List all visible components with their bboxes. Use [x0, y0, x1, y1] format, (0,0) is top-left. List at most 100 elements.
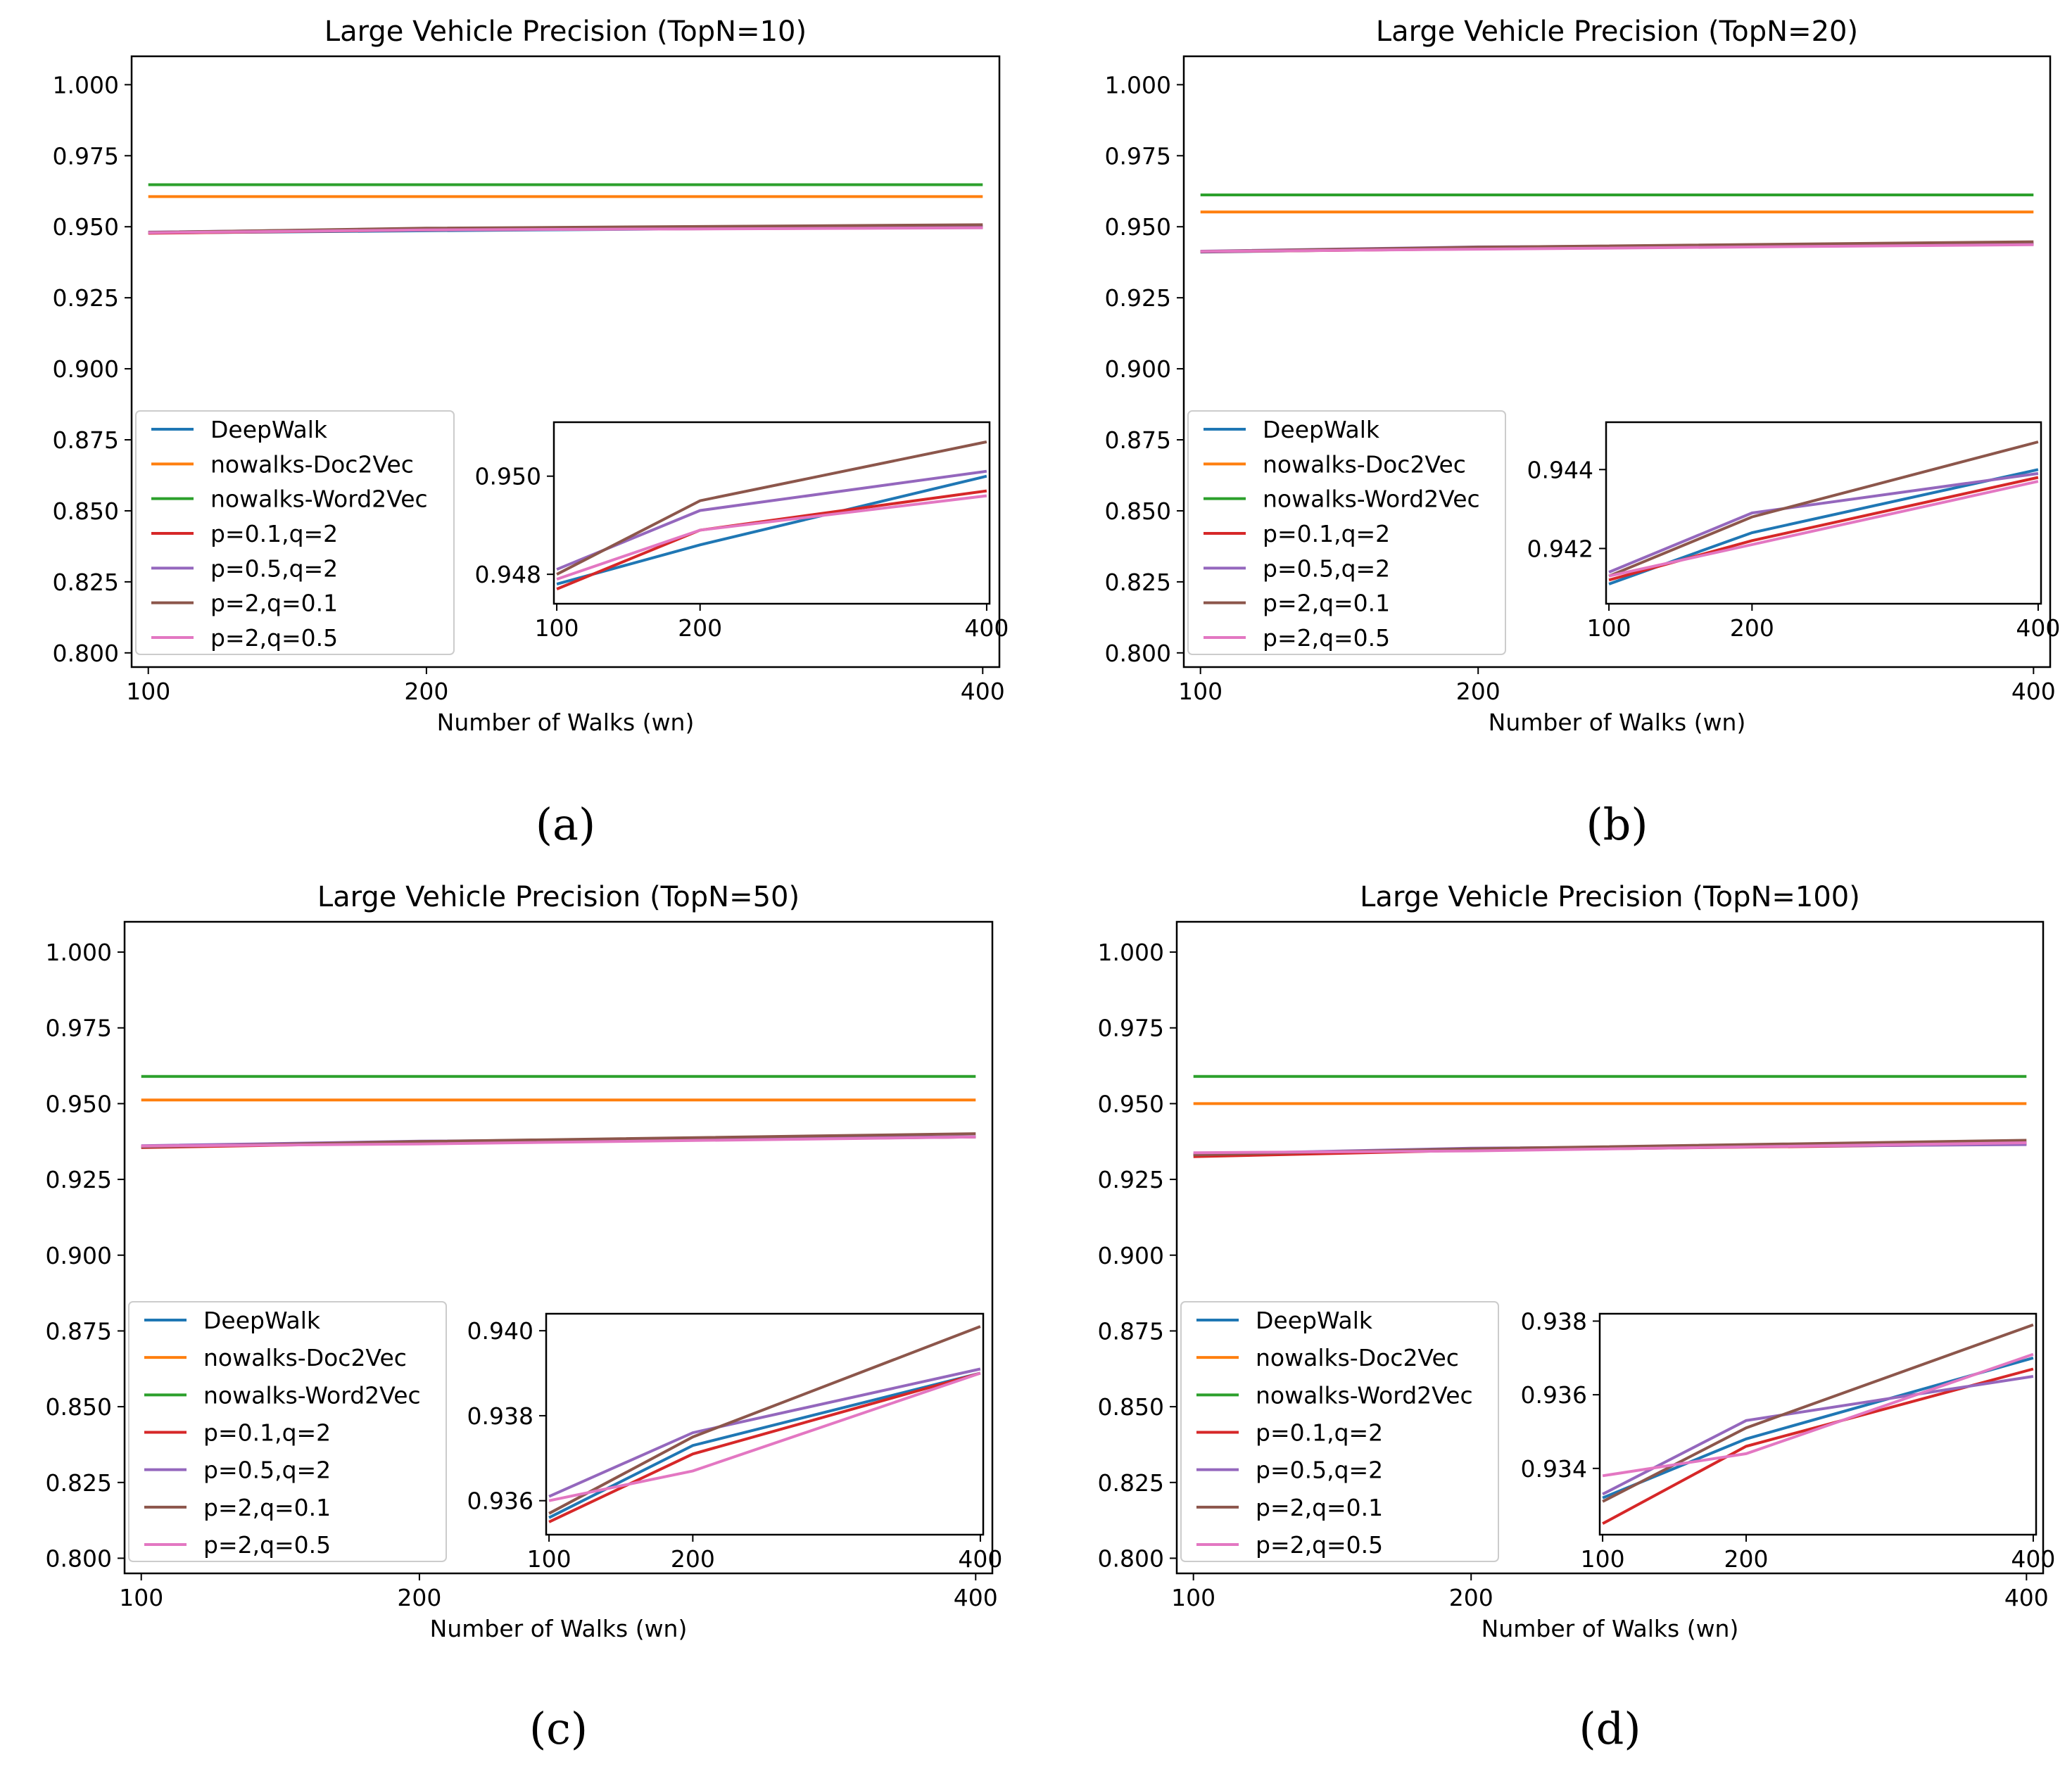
y-tick-label: 1.000 [46, 939, 112, 966]
subplot-a: Large Vehicle Precision (TopN=10) 0.800 0.… [53, 15, 1009, 850]
inset-y-tick-label: 0.948 [475, 561, 541, 588]
y-tick-label: 0.975 [1098, 1015, 1164, 1042]
y-tick-label: 0.975 [53, 142, 119, 170]
inset-frame [552, 421, 991, 605]
inset-x-tick-label: 400 [2016, 614, 2060, 642]
x-tick-label: 400 [954, 1584, 998, 1611]
x-tick-label: 200 [404, 678, 448, 705]
inset-frame [1605, 421, 2042, 605]
y-tick-label: 0.900 [46, 1242, 112, 1269]
chart-title: Large Vehicle Precision (TopN=10) [324, 15, 807, 48]
legend-label-p-2-q-0-1: p=2,q=0.1 [203, 1494, 331, 1521]
legend-label-p-2-q-0-5: p=2,q=0.5 [1263, 624, 1390, 652]
subplot-b: Large Vehicle Precision (TopN=20) 0.800 0.… [1105, 15, 2061, 850]
inset-x-tick-label: 200 [1724, 1545, 1769, 1573]
legend-label-nowalks-word2vec: nowalks-Word2Vec [203, 1381, 421, 1409]
inset-y-tick-label: 0.942 [1527, 535, 1593, 562]
legend-label-nowalks-doc2vec: nowalks-Doc2Vec [1256, 1344, 1459, 1371]
y-tick-label: 0.925 [1105, 284, 1171, 312]
y-tick-label: 0.850 [46, 1393, 112, 1421]
x-tick-label: 200 [397, 1584, 441, 1611]
legend-label-p-2-q-0-5: p=2,q=0.5 [1256, 1531, 1383, 1559]
legend-label-p-0-5-q-2: p=0.5,q=2 [210, 554, 338, 582]
inset-frame [545, 1312, 985, 1536]
legend-box [135, 410, 455, 655]
y-tick-label: 0.875 [53, 426, 119, 454]
y-tick-label: 0.875 [46, 1317, 112, 1345]
inset-series-line-p-2-q-0-1 [1608, 440, 2039, 578]
inset-zoom-plot: 0.934 0.936 0.938 100 200 400 [1521, 1307, 2056, 1573]
inset-series-line-p-0-5-q-2 [1608, 471, 2039, 573]
inset-series-line-p-2-q-0-5 [1602, 1352, 2034, 1478]
chart-title: Large Vehicle Precision (TopN=100) [1360, 881, 1860, 913]
x-tick-label: 400 [961, 678, 1005, 705]
inset-series-line-p-2-q-0-5 [556, 494, 987, 581]
subplot-c: Large Vehicle Precision (TopN=50) 0.800 0.… [46, 881, 1003, 1754]
y-tick-label: 0.850 [1098, 1393, 1164, 1421]
y-tick-label: 0.950 [1105, 213, 1171, 241]
inset-series-line-p-0-5-q-2 [548, 1367, 981, 1498]
y-tick-label: 0.975 [46, 1015, 112, 1042]
legend-label-p-2-q-0-1: p=2,q=0.1 [1263, 590, 1390, 617]
y-tick-label: 0.825 [1098, 1469, 1164, 1497]
y-tick-label: 0.950 [46, 1090, 112, 1117]
inset-series-line-p-0-1-q-2 [548, 1371, 981, 1523]
subplot-caption: (b) [1586, 799, 1648, 850]
inset-background [546, 1314, 983, 1535]
legend-box [1180, 1301, 1499, 1562]
x-tick-label: 100 [126, 678, 170, 705]
subplot-caption: (c) [529, 1703, 588, 1754]
legend-label-p-0-5-q-2: p=0.5,q=2 [1263, 554, 1390, 582]
legend-label-deepwalk: DeepWalk [203, 1307, 321, 1334]
y-tick-label: 0.950 [1098, 1090, 1164, 1117]
subplot-caption: (d) [1579, 1703, 1641, 1754]
legend-label-nowalks-doc2vec: nowalks-Doc2Vec [203, 1344, 407, 1371]
inset-x-tick-label: 200 [1730, 614, 1774, 642]
x-tick-label: 400 [2011, 678, 2056, 705]
y-tick-label: 0.925 [1098, 1166, 1164, 1193]
inset-x-tick-label: 100 [527, 1545, 571, 1573]
y-tick-label: 0.900 [1105, 355, 1171, 383]
y-tick-label: 0.825 [53, 569, 119, 596]
series-line-p-2-q-0-5 [1193, 1141, 2027, 1155]
plot-area [123, 920, 994, 1575]
inset-series-line-p-2-q-0-1 [556, 440, 987, 576]
legend-label-deepwalk: DeepWalk [1256, 1307, 1373, 1334]
subplot-d: Large Vehicle Precision (TopN=100) 0.800 0… [1098, 881, 2056, 1754]
inset-series-line-deepwalk [548, 1371, 981, 1519]
y-tick-label: 0.800 [1105, 640, 1171, 667]
x-tick-label: 200 [1449, 1584, 1493, 1611]
inset-x-tick-label: 100 [1581, 1545, 1625, 1573]
x-axis-label: Number of Walks (wn) [430, 1615, 688, 1642]
y-tick-label: 0.875 [1098, 1317, 1164, 1345]
inset-y-tick-label: 0.936 [1521, 1381, 1587, 1409]
x-axis-label: Number of Walks (wn) [1489, 709, 1746, 736]
inset-background [554, 422, 990, 604]
inset-y-tick-label: 0.938 [1521, 1307, 1587, 1335]
legend-label-p-2-q-0-1: p=2,q=0.1 [210, 590, 338, 617]
series-line-p-2-q-0-5 [1200, 243, 2034, 253]
y-tick-label: 0.975 [1105, 142, 1171, 170]
inset-x-tick-label: 100 [1587, 614, 1631, 642]
legend-label-p-0-5-q-2: p=0.5,q=2 [1256, 1457, 1383, 1484]
y-tick-label: 0.875 [1105, 426, 1171, 454]
inset-series-line-p-2-q-0-5 [548, 1371, 981, 1502]
plot-area [1182, 55, 2052, 668]
x-tick-label: 100 [1178, 678, 1223, 705]
inset-y-tick-label: 0.940 [467, 1317, 533, 1345]
inset-x-tick-label: 400 [964, 614, 1009, 642]
inset-x-tick-label: 100 [535, 614, 579, 642]
legend-box [1187, 410, 1506, 655]
legend-label-nowalks-word2vec: nowalks-Word2Vec [1263, 486, 1480, 513]
inset-series-line-deepwalk [556, 474, 987, 586]
plot-area [130, 55, 1001, 668]
y-tick-label: 1.000 [53, 71, 119, 99]
inset-series-line-p-2-q-0-5 [1608, 480, 2039, 578]
legend-label-p-0-1-q-2: p=0.1,q=2 [210, 520, 338, 547]
chart-title: Large Vehicle Precision (TopN=20) [1376, 15, 1858, 48]
chart-title: Large Vehicle Precision (TopN=50) [317, 881, 800, 913]
inset-x-tick-label: 400 [958, 1545, 1002, 1573]
y-tick-label: 1.000 [1098, 939, 1164, 966]
legend-label-p-0-5-q-2: p=0.5,q=2 [203, 1457, 331, 1484]
